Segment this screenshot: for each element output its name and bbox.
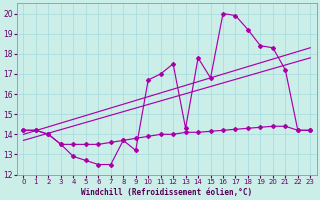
X-axis label: Windchill (Refroidissement éolien,°C): Windchill (Refroidissement éolien,°C) [81, 188, 252, 197]
